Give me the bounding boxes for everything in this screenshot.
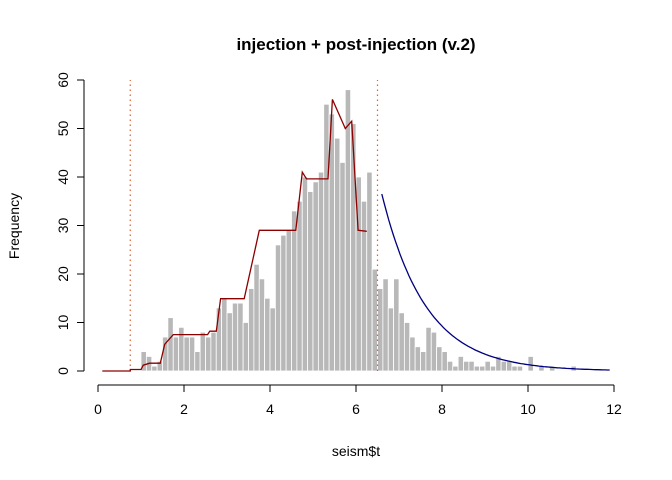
histogram-bar [489, 365, 497, 372]
histogram-bar [334, 137, 341, 372]
histogram-bar [226, 312, 233, 372]
histogram-bar [323, 103, 330, 372]
x-axis: 0 2 4 6 8 10 12 [94, 384, 622, 417]
y-tick-label: 0 [55, 367, 71, 375]
histogram-bar [301, 176, 309, 372]
histogram-bar [274, 244, 282, 372]
histogram-bar [549, 365, 556, 372]
histogram-bar [258, 278, 266, 372]
y-tick-label: 60 [55, 72, 71, 88]
histogram-bar [430, 331, 438, 372]
histogram-bar [339, 162, 346, 372]
histogram-bar [242, 322, 249, 372]
histogram-bar [446, 360, 454, 372]
histogram-bar [253, 263, 260, 372]
histogram-bar [473, 365, 481, 372]
histogram-bar [393, 278, 400, 372]
fitted-lines [102, 99, 610, 372]
x-tick-label: 4 [266, 401, 274, 417]
x-tick-label: 6 [352, 401, 360, 417]
histogram-bar [205, 336, 212, 372]
histogram-bar [420, 351, 427, 372]
histogram-bar [291, 210, 298, 372]
x-tick-label: 10 [520, 401, 536, 417]
histogram-bar [398, 312, 405, 372]
histogram-bar [280, 234, 287, 372]
histogram-bar [414, 346, 421, 372]
reference-lines [129, 80, 379, 371]
histogram-bar [457, 356, 464, 372]
histogram-bar [151, 365, 158, 372]
histogram-bar [441, 351, 448, 372]
y-tick-label: 30 [55, 218, 71, 234]
histogram-bar [377, 288, 384, 372]
histogram-bar [500, 360, 507, 372]
histogram-bar [221, 297, 228, 372]
histogram-bar [215, 307, 223, 372]
histogram-bar [296, 200, 303, 372]
x-tick-label: 0 [94, 401, 102, 417]
histogram-bars [140, 89, 577, 372]
histogram-bar [387, 307, 395, 372]
x-tick-label: 2 [180, 401, 188, 417]
y-tick-label: 10 [55, 315, 71, 331]
histogram-bar [425, 326, 432, 372]
histogram-bar [527, 356, 534, 372]
histogram-bar [237, 302, 244, 372]
histogram-bar [506, 360, 513, 372]
histogram-bar [511, 365, 518, 372]
histogram-bar [371, 268, 378, 372]
histogram-bar [436, 346, 443, 372]
decay-curve-line [381, 193, 610, 371]
histogram-bar [484, 360, 491, 372]
histogram-bar [360, 200, 368, 372]
histogram-bar [382, 278, 389, 372]
histogram-bar [312, 181, 319, 372]
histogram-bar [479, 365, 486, 372]
histogram-bar [403, 322, 411, 372]
histogram-bar [452, 365, 459, 372]
histogram-bar [317, 171, 325, 372]
histogram-bar [366, 171, 373, 372]
histogram-bar [178, 326, 185, 372]
histogram-bar [269, 307, 276, 372]
histogram-bar [463, 360, 470, 372]
histogram-bar [199, 331, 206, 372]
x-tick-label: 12 [606, 401, 622, 417]
x-tick-label: 8 [438, 401, 446, 417]
y-tick-label: 20 [55, 266, 71, 282]
histogram-bar [350, 123, 357, 372]
chart-title: injection + post-injection (v.2) [236, 35, 475, 54]
y-tick-label: 50 [55, 121, 71, 137]
histogram-bar [210, 331, 217, 372]
histogram-bar [409, 336, 416, 372]
histogram-bar [468, 360, 475, 372]
y-tick-label: 40 [55, 169, 71, 185]
histogram-bar [248, 288, 255, 372]
histogram-bar [307, 191, 314, 372]
x-axis-label: seism$t [332, 443, 380, 459]
histogram-bar [167, 317, 174, 372]
y-axis-label: Frequency [6, 193, 22, 259]
histogram-bar [231, 302, 239, 372]
histogram-bar [172, 336, 180, 372]
histogram-bar [183, 336, 190, 372]
histogram-bar [194, 351, 201, 372]
histogram-bar [285, 229, 292, 372]
y-axis: 0 10 20 30 40 50 60 [55, 72, 85, 375]
histogram-bar [516, 365, 524, 372]
histogram-bar [188, 336, 196, 372]
histogram-bar [344, 89, 352, 372]
step-series-line [102, 99, 367, 372]
histogram-bar [264, 297, 271, 372]
